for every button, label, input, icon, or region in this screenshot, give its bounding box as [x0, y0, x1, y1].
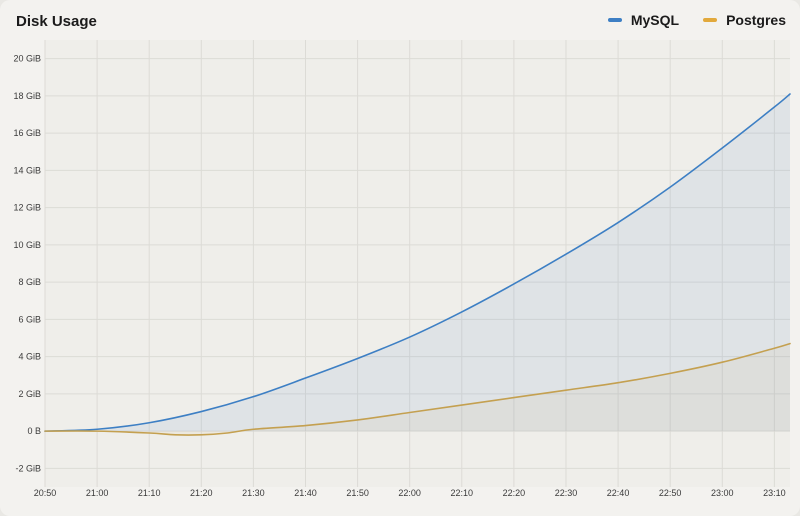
x-tick-label: 22:30: [555, 488, 578, 498]
plot-area: [45, 40, 790, 487]
y-tick-label: 16 GiB: [13, 128, 41, 138]
y-axis: -2 GiB 0 B 2 GiB 4 GiB 6 GiB 8 GiB 10 GiB 12 Gi…: [13, 54, 41, 474]
x-tick-label: 21:20: [190, 488, 213, 498]
y-tick-label: 10 GiB: [13, 240, 41, 250]
grid: [44, 40, 790, 487]
x-tick-label: 22:40: [607, 488, 630, 498]
x-tick-label: 23:00: [711, 488, 734, 498]
legend-swatch-mysql: [607, 18, 622, 22]
x-tick-label: 22:00: [398, 488, 421, 498]
x-tick-label: 20:50: [34, 488, 57, 498]
x-axis: 20:50 21:00 21:10 21:20 21:30 21:40 21:50 22:00…: [34, 488, 786, 498]
legend: MySQL Postgres: [607, 12, 786, 28]
x-tick-label: 22:50: [659, 488, 682, 498]
legend-item-mysql[interactable]: MySQL: [607, 12, 680, 28]
legend-swatch-postgres: [703, 18, 718, 22]
y-tick-label: 14 GiB: [13, 165, 41, 175]
y-tick-label: 4 GiB: [18, 352, 41, 362]
chart-title: Disk Usage: [16, 13, 97, 30]
series-area-mysql: [45, 94, 790, 432]
x-tick-label: 21:30: [242, 488, 265, 498]
y-tick-label: 20 GiB: [13, 54, 41, 64]
y-tick-label: 18 GiB: [13, 91, 41, 101]
x-tick-label: 21:00: [86, 488, 109, 498]
y-tick-label: 0 B: [27, 426, 41, 436]
y-tick-label: 12 GiB: [13, 203, 41, 213]
series-line-postgres[interactable]: [44, 342, 791, 436]
series-line-mysql[interactable]: [44, 93, 791, 432]
legend-item-postgres[interactable]: Postgres: [703, 12, 786, 28]
x-tick-label: 22:10: [451, 488, 474, 498]
x-tick-label: 21:40: [294, 488, 317, 498]
x-tick-label: 23:10: [763, 488, 786, 498]
series-area-postgres: [45, 343, 790, 436]
y-tick-label: 8 GiB: [18, 277, 41, 287]
legend-label-postgres: Postgres: [726, 12, 786, 28]
y-tick-label: 6 GiB: [18, 314, 41, 324]
series-layer: [44, 93, 791, 436]
y-tick-label: -2 GiB: [15, 463, 41, 473]
x-tick-label: 21:50: [346, 488, 369, 498]
x-tick-label: 22:20: [503, 488, 526, 498]
legend-label-mysql: MySQL: [630, 12, 680, 28]
y-tick-label: 2 GiB: [18, 389, 41, 399]
x-tick-label: 21:10: [138, 488, 161, 498]
